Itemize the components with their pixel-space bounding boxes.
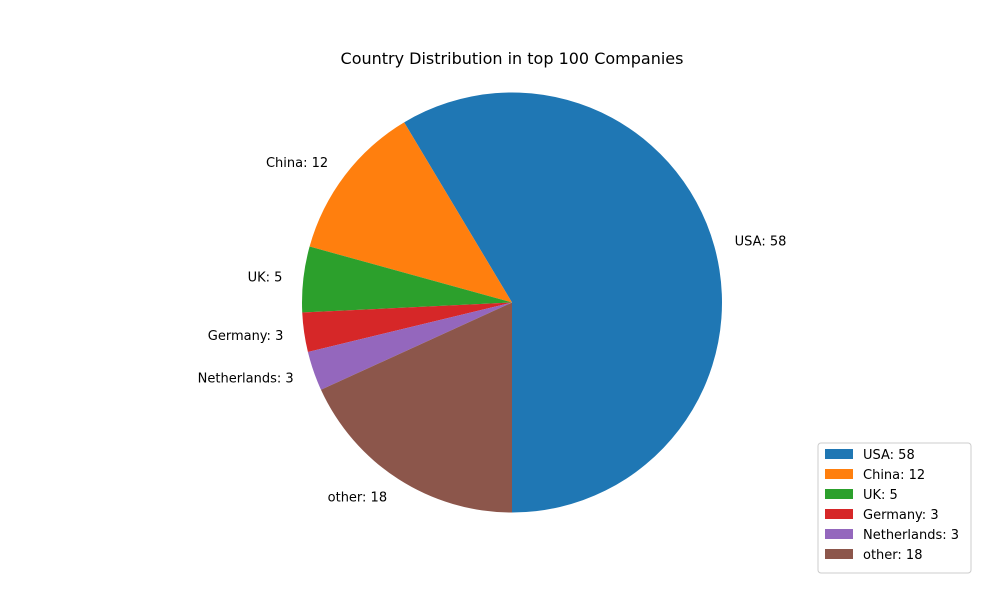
chart-title: Country Distribution in top 100 Companie… [341, 49, 684, 68]
pie-slice-usa [404, 92, 722, 513]
pie-slice-uk [302, 246, 512, 313]
legend-label-uk: UK: 5 [863, 488, 898, 503]
slice-label-other: other: 18 [328, 490, 387, 505]
legend-label-germany: Germany: 3 [863, 508, 939, 523]
pie-slice-netherlands [307, 302, 512, 390]
legend: USA: 58 China: 12 UK: 5 Germany: 3 Netherlan… [817, 442, 972, 574]
pie-slice-china [309, 122, 512, 303]
pie-slice-other [320, 302, 512, 513]
legend-swatch-china [825, 469, 853, 479]
legend-swatch-germany [825, 509, 853, 519]
slice-label-uk: UK: 5 [248, 270, 283, 285]
legend-swatch-uk [825, 489, 853, 499]
legend-swatch-other [825, 549, 853, 559]
legend-label-usa: USA: 58 [863, 448, 915, 463]
legend-label-other: other: 18 [863, 548, 922, 563]
legend-label-china: China: 12 [863, 468, 925, 483]
legend-swatch-usa [825, 449, 853, 459]
pie-slice-germany [302, 302, 512, 353]
slice-label-china: China: 12 [266, 156, 328, 171]
slice-label-germany: Germany: 3 [208, 329, 284, 344]
legend-frame [817, 442, 972, 574]
legend-swatch-netherlands [825, 529, 853, 539]
slice-label-netherlands: Netherlands: 3 [198, 372, 294, 387]
slice-label-usa: USA: 58 [735, 234, 787, 249]
pie-slices [302, 92, 722, 513]
legend-label-netherlands: Netherlands: 3 [863, 528, 959, 543]
pie-slice-labels: USA: 58 China: 12 UK: 5 Germany: 3 Netherlan… [198, 156, 787, 505]
